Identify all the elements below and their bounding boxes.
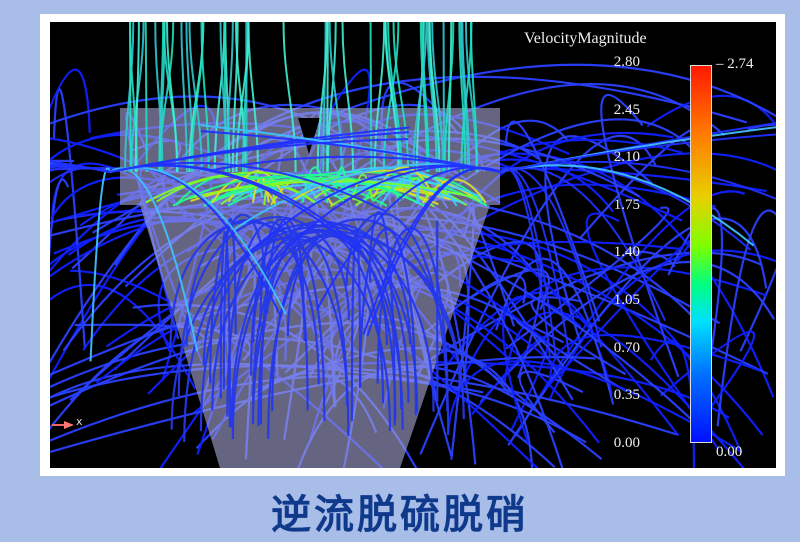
streamline [421, 178, 487, 204]
axis-x-label: x [76, 415, 83, 428]
streamline [667, 207, 724, 407]
caption: 逆流脱硫脱硝 [271, 492, 529, 538]
colorbar-tick: 1.05 [613, 292, 640, 308]
streamline [316, 22, 329, 173]
colorbar-tick: 1.40 [613, 244, 640, 261]
colorbar-tick: 1.75 [613, 196, 640, 213]
colorbar-tick: 2.45 [613, 101, 640, 118]
streamline [413, 251, 763, 371]
streamline [129, 22, 132, 173]
streamline [495, 257, 615, 405]
streamline [247, 22, 260, 173]
streamline [190, 22, 205, 173]
streamline [169, 221, 349, 406]
streamline [50, 68, 91, 133]
colorbar-tick: 0.35 [613, 387, 640, 404]
colorbar-tick: 0.70 [613, 339, 640, 356]
streamline [507, 217, 768, 446]
streamline [358, 228, 417, 416]
streamline [259, 217, 305, 425]
streamline [158, 22, 175, 173]
streamline [431, 22, 445, 173]
streamlines-canvas [50, 22, 776, 468]
streamline [369, 22, 373, 173]
streamline [372, 166, 436, 198]
streamline [373, 22, 386, 173]
streamline [50, 163, 111, 173]
streamline [426, 22, 438, 173]
streamline [416, 178, 420, 204]
streamline [326, 22, 329, 173]
streamline [252, 220, 410, 403]
streamline [109, 138, 409, 173]
streamline [443, 22, 455, 173]
streamline [222, 217, 237, 390]
streamline [50, 178, 70, 259]
streamline [322, 22, 327, 173]
streamline [219, 230, 232, 428]
center-cone [298, 118, 320, 154]
streamline [502, 295, 582, 445]
streamline [544, 239, 692, 390]
streamline [739, 123, 776, 352]
streamline [428, 22, 441, 173]
streamline [499, 167, 552, 359]
streamline [530, 296, 627, 376]
streamline [421, 22, 430, 173]
streamline [203, 177, 426, 207]
streamline [461, 22, 471, 173]
streamline [109, 164, 363, 250]
streamline [368, 210, 396, 426]
colorbar-min-label: 0.00 [716, 444, 743, 460]
streamline [165, 22, 179, 173]
streamline [124, 22, 135, 173]
streamline [267, 233, 403, 439]
streamline [392, 22, 410, 173]
streamline [200, 130, 501, 173]
streamline [419, 22, 429, 173]
colorbar-tick: 0.00 [613, 434, 640, 451]
streamline [282, 22, 297, 173]
streamline [516, 320, 627, 393]
streamline [585, 212, 720, 450]
colorbar-tick: 2.80 [613, 54, 640, 70]
streamline [177, 216, 350, 397]
streamline [89, 167, 111, 362]
streamline [234, 22, 247, 173]
colorbar [690, 65, 712, 443]
streamline [469, 22, 479, 173]
streamline-visualization: VelocityMagnitude 2.80 2.45 2.10 1.75 1.40 1.… [50, 22, 776, 468]
streamline [328, 22, 343, 173]
streamline [447, 22, 453, 173]
colorbar-title: VelocityMagnitude [524, 30, 647, 47]
streamline [447, 360, 743, 454]
streamline [134, 22, 140, 173]
colorbar-max-label: – 2.74 [716, 56, 754, 72]
streamline [458, 22, 467, 173]
streamline [460, 22, 470, 173]
streamline [548, 249, 776, 402]
streamline [265, 165, 501, 270]
streamline [199, 223, 389, 432]
streamline [154, 22, 164, 173]
streamline [350, 228, 362, 422]
streamline [514, 190, 746, 437]
streamline [144, 22, 148, 173]
streamline [412, 22, 428, 173]
streamline [624, 250, 676, 268]
streamline [180, 22, 188, 173]
streamline [499, 133, 776, 173]
colorbar-tick: 2.10 [613, 149, 640, 166]
streamline [341, 22, 355, 173]
streamline [716, 209, 776, 427]
